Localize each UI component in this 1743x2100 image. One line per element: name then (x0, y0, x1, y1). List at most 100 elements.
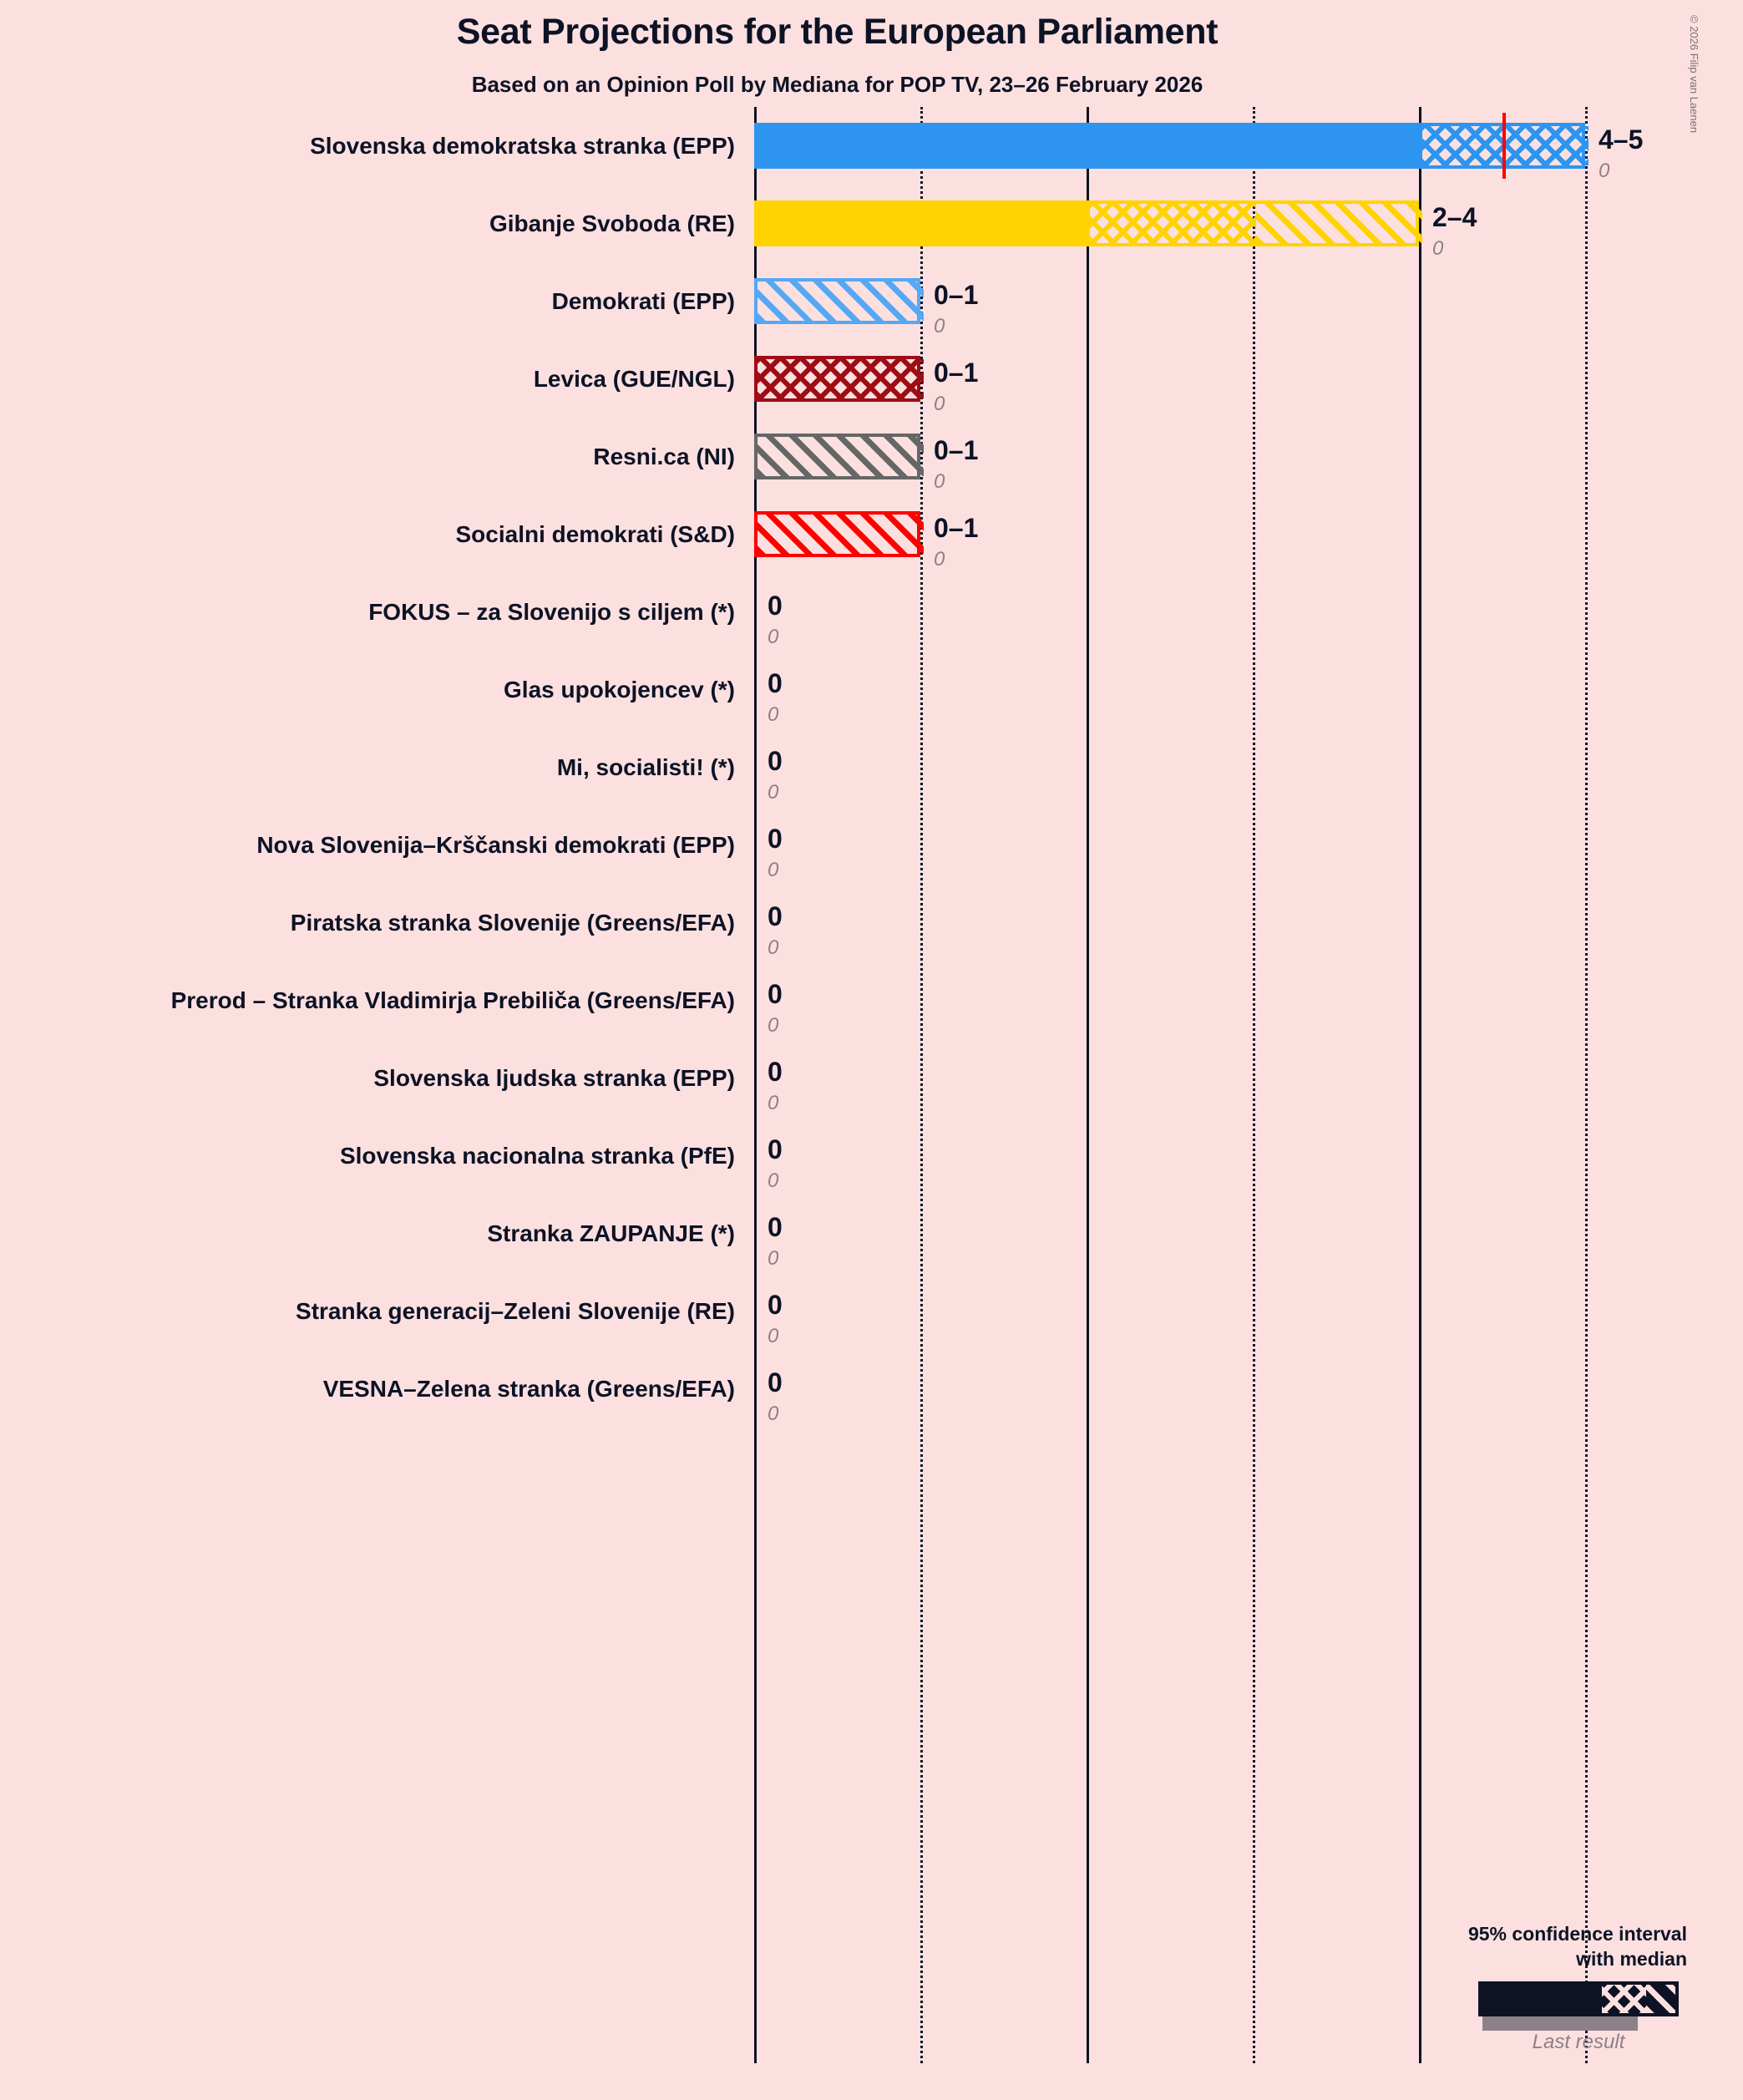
last-result-value: 0 (934, 315, 945, 337)
seat-range-value: 4–5 (1599, 124, 1644, 155)
legend-line-2: with median (1576, 1948, 1687, 1970)
chart-legend: 95% confidence interval with median Last… (1411, 1921, 1687, 2054)
last-result-value: 0 (768, 781, 779, 804)
last-result-value: 0 (768, 859, 779, 881)
gridline-5 (1585, 107, 1588, 2063)
gridline-2 (1087, 107, 1089, 2063)
bar-segment-hatch (1256, 204, 1422, 243)
last-result-value: 0 (768, 1325, 779, 1347)
legend-last-result-label: Last result (1532, 2031, 1625, 2053)
bar-row: VESNA–Zelena stranka (Greens/EFA) 0 0 (0, 1350, 1743, 1428)
bar-row: Slovenska nacionalna stranka (PfE) 0 0 (0, 1117, 1743, 1195)
bar-row: Stranka generacij–Zeleni Slovenije (RE) 0… (0, 1272, 1743, 1350)
bar-segment-crosshatch (1090, 204, 1256, 243)
bar-row: Slovenska demokratska stranka (EPP) 4–5 0 (0, 107, 1743, 185)
seat-range-value: 0–1 (934, 280, 979, 310)
confidence-interval-bar (754, 356, 924, 402)
party-label: FOKUS – za Slovenijo s ciljem (*) (368, 599, 735, 625)
legend-line-1: 95% confidence interval (1467, 1923, 1687, 1945)
seat-range-value: 0 (768, 1212, 783, 1242)
bar-container: 0–1 0 (754, 511, 1681, 571)
party-label: Slovenska nacionalna stranka (PfE) (339, 1143, 735, 1169)
confidence-interval-bar (754, 511, 924, 557)
bar-container: 4–5 0 (754, 113, 1681, 182)
party-label: Prerod – Stranka Vladimirja Prebiliča (G… (170, 987, 735, 1013)
last-result-value: 0 (768, 1169, 779, 1192)
bar-row: Gibanje Svoboda (RE) 2–4 0 (0, 185, 1743, 262)
legend-ci-bar (1478, 1981, 1679, 2016)
last-result-value: 0 (768, 1247, 779, 1270)
gridline-0 (754, 107, 757, 2063)
last-result-value: 0 (934, 470, 945, 493)
last-result-value: 0 (768, 626, 779, 648)
gridline-1 (920, 107, 923, 2063)
party-label: VESNA–Zelena stranka (Greens/EFA) (322, 1376, 735, 1402)
legend-last-result-bar (1482, 2016, 1638, 2031)
legend-seg-crosshatch (1601, 1985, 1647, 2013)
bar-container: 0–1 0 (754, 278, 1681, 337)
last-result-value: 0 (768, 1403, 779, 1425)
last-result-value: 0 (934, 548, 945, 571)
bar-segment-crosshatch (1422, 126, 1588, 165)
seat-range-value: 0 (768, 1367, 783, 1397)
seat-range-value: 0 (768, 1057, 783, 1087)
bar-row: Stranka ZAUPANJE (*) 0 0 (0, 1195, 1743, 1272)
seat-range-value: 0 (768, 1134, 783, 1164)
confidence-interval-bar (754, 434, 924, 479)
bar-row: Demokrati (EPP) 0–1 0 (0, 262, 1743, 340)
seat-range-value: 0 (768, 591, 783, 621)
bar-container: 2–4 0 (754, 200, 1681, 260)
plot-area (754, 107, 1681, 2063)
seat-range-value: 0–1 (934, 513, 979, 543)
last-result-value: 0 (1599, 160, 1610, 182)
legend-seg-hatch (1646, 1985, 1675, 2013)
median-marker (1502, 113, 1506, 179)
bar-row: FOKUS – za Slovenijo s ciljem (*) 0 0 (0, 573, 1743, 651)
last-result-value: 0 (768, 1092, 779, 1114)
party-label: Demokrati (EPP) (551, 288, 735, 314)
chart-subtitle: Based on an Opinion Poll by Mediana for … (471, 72, 1203, 97)
bar-container: 0–1 0 (754, 356, 1681, 415)
seat-range-value: 0 (768, 746, 783, 776)
page-title: Seat Projections for the European Parlia… (456, 12, 1219, 52)
confidence-interval-bar (754, 278, 924, 324)
party-label: Slovenska demokratska stranka (EPP) (310, 133, 735, 159)
last-result-value: 0 (768, 703, 779, 726)
party-label: Glas upokojencev (*) (504, 677, 735, 703)
seat-range-value: 0 (768, 979, 783, 1009)
bar-row: Mi, socialisti! (*) 0 0 (0, 728, 1743, 806)
bar-segment-hatch (757, 437, 924, 476)
party-label: Stranka ZAUPANJE (*) (487, 1220, 735, 1246)
party-label: Levica (GUE/NGL) (533, 366, 735, 392)
bar-container: 0–1 0 (754, 434, 1681, 493)
bar-row: Socialni demokrati (S&D) 0–1 0 (0, 495, 1743, 573)
bar-row: Resni.ca (NI) 0–1 0 (0, 418, 1743, 495)
bar-segment-solid (757, 126, 1422, 165)
seat-range-value: 0 (768, 824, 783, 854)
party-label: Gibanje Svoboda (RE) (489, 211, 735, 236)
seat-range-value: 0 (768, 1290, 783, 1320)
bar-row: Glas upokojencev (*) 0 0 (0, 651, 1743, 728)
bar-row: Piratska stranka Slovenije (Greens/EFA) 0… (0, 884, 1743, 961)
bar-row: Levica (GUE/NGL) 0–1 0 (0, 340, 1743, 418)
seat-range-value: 0 (768, 668, 783, 698)
last-result-value: 0 (768, 1014, 779, 1037)
bar-segment-hatch (757, 282, 924, 321)
last-result-value: 0 (768, 936, 779, 959)
party-label: Mi, socialisti! (*) (556, 754, 735, 780)
seat-range-value: 0 (768, 901, 783, 931)
seat-range-value: 0–1 (934, 435, 979, 465)
party-label: Stranka generacij–Zeleni Slovenije (RE) (296, 1298, 735, 1324)
party-label: Nova Slovenija–Krščanski demokrati (EPP) (256, 832, 735, 858)
